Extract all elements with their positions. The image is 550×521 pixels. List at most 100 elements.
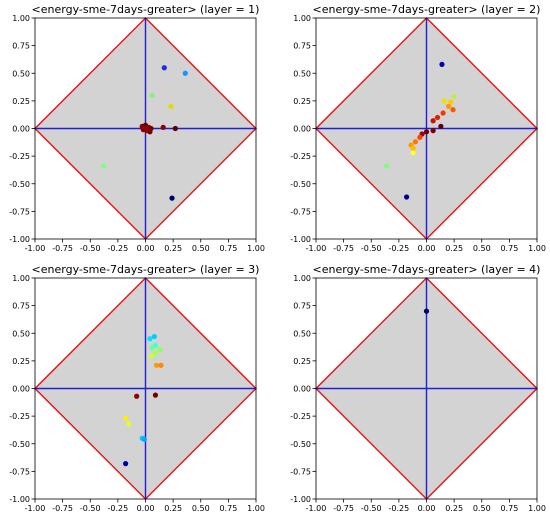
x-tick-label: 0.50 [473, 244, 491, 253]
data-point [423, 129, 430, 135]
data-point [147, 129, 153, 135]
x-tick-label: -0.50 [80, 244, 101, 253]
y-tick-label: -0.50 [9, 440, 30, 449]
data-point [151, 333, 157, 340]
data-point [158, 362, 164, 368]
y-tick-label: 0.00 [12, 125, 30, 134]
x-tick-label: -1.00 [25, 504, 46, 513]
x-tick-label: 1.00 [528, 504, 546, 513]
x-tick-label: -0.75 [333, 504, 354, 513]
data-point [446, 103, 452, 109]
data-point [434, 114, 441, 121]
data-point [410, 145, 416, 151]
data-point [384, 163, 390, 169]
data-point [149, 92, 155, 98]
x-tick-label: 0.75 [219, 244, 237, 253]
data-point [168, 103, 174, 109]
panel-title: <energy-sme-7days-greater> (layer = 3) [32, 263, 260, 276]
x-tick-label: -0.25 [108, 244, 129, 253]
x-tick-label: -1.00 [306, 244, 327, 253]
scatter-panel-3: <energy-sme-7days-greater> (layer = 3) -1… [9, 263, 265, 513]
y-tick-label: 0.75 [12, 302, 30, 311]
data-point [448, 99, 454, 105]
data-point [149, 345, 155, 351]
data-point [123, 415, 129, 421]
x-tick-label: 0.75 [500, 504, 518, 513]
y-tick-label: 0.25 [12, 97, 30, 106]
y-tick-label: 0.50 [12, 69, 30, 78]
x-tick-label: -1.00 [25, 244, 46, 253]
y-tick-label: -0.50 [290, 440, 311, 449]
y-tick-label: -0.25 [290, 152, 311, 161]
data-point [439, 61, 445, 68]
x-tick-label: 1.00 [528, 244, 546, 253]
data-point [451, 93, 457, 100]
x-tick-label: 0.75 [500, 244, 518, 253]
y-tick-label: -1.00 [290, 235, 311, 244]
x-tick-label: -0.75 [52, 504, 73, 513]
x-tick-label: -0.25 [108, 504, 129, 513]
data-point [430, 118, 436, 124]
x-tick-label: -1.00 [306, 504, 327, 513]
panels: <energy-sme-7days-greater> (layer = 1) -1… [9, 3, 546, 513]
y-tick-label: -1.00 [9, 495, 30, 504]
data-point [438, 123, 444, 129]
data-point [423, 308, 430, 314]
x-tick-label: 0.50 [192, 504, 210, 513]
data-point [430, 128, 436, 134]
data-point [169, 195, 175, 201]
y-tick-label: -1.00 [290, 495, 311, 504]
panel-title: <energy-sme-7days-greater> (layer = 4) [313, 263, 541, 276]
panel-title: <energy-sme-7days-greater> (layer = 1) [32, 3, 260, 16]
y-tick-label: 0.00 [293, 125, 311, 134]
x-tick-label: 0.50 [192, 244, 210, 253]
scatter-panel-4: <energy-sme-7days-greater> (layer = 4) -1… [290, 263, 546, 513]
x-tick-label: -0.50 [80, 504, 101, 513]
data-point [126, 421, 132, 427]
y-tick-label: 1.00 [293, 274, 311, 283]
x-tick-label: 0.00 [418, 244, 436, 253]
y-tick-label: 0.75 [293, 302, 311, 311]
x-tick-label: 0.00 [137, 504, 155, 513]
scatter-panel-1: <energy-sme-7days-greater> (layer = 1) -1… [9, 3, 265, 253]
data-point [153, 362, 160, 368]
y-tick-label: -0.75 [9, 467, 30, 476]
data-point [148, 353, 154, 360]
scatter-panel-2: <energy-sme-7days-greater> (layer = 2) -1… [290, 3, 546, 253]
x-tick-label: 1.00 [247, 504, 265, 513]
data-point [160, 124, 166, 130]
data-point [440, 110, 446, 116]
x-tick-label: 0.75 [219, 504, 237, 513]
data-point [404, 194, 410, 200]
data-point [152, 392, 159, 398]
y-tick-label: 1.00 [12, 274, 30, 283]
y-tick-label: 0.50 [293, 329, 311, 338]
x-tick-label: 0.25 [164, 244, 182, 253]
data-point [172, 125, 178, 132]
x-tick-label: 1.00 [247, 244, 265, 253]
x-tick-label: 0.25 [164, 504, 182, 513]
y-tick-label: 0.50 [293, 69, 311, 78]
y-tick-label: -0.75 [290, 207, 311, 216]
x-tick-label: -0.25 [389, 244, 410, 253]
data-point [441, 98, 447, 104]
x-tick-label: -0.75 [333, 244, 354, 253]
x-tick-label: 0.25 [445, 504, 463, 513]
data-point [134, 393, 140, 399]
data-point [147, 336, 153, 342]
x-tick-label: -0.50 [361, 244, 382, 253]
y-tick-label: -0.75 [9, 207, 30, 216]
y-tick-label: 0.75 [293, 42, 311, 51]
y-tick-label: 0.25 [293, 357, 311, 366]
x-tick-label: 0.00 [418, 504, 436, 513]
data-point [161, 65, 167, 71]
x-tick-label: -0.50 [361, 504, 382, 513]
data-point [100, 163, 107, 169]
x-tick-label: -0.75 [52, 244, 73, 253]
y-tick-label: -0.75 [290, 467, 311, 476]
y-tick-label: 0.25 [293, 97, 311, 106]
y-tick-label: 0.75 [12, 42, 30, 51]
x-tick-label: -0.25 [389, 504, 410, 513]
data-point [410, 150, 416, 156]
